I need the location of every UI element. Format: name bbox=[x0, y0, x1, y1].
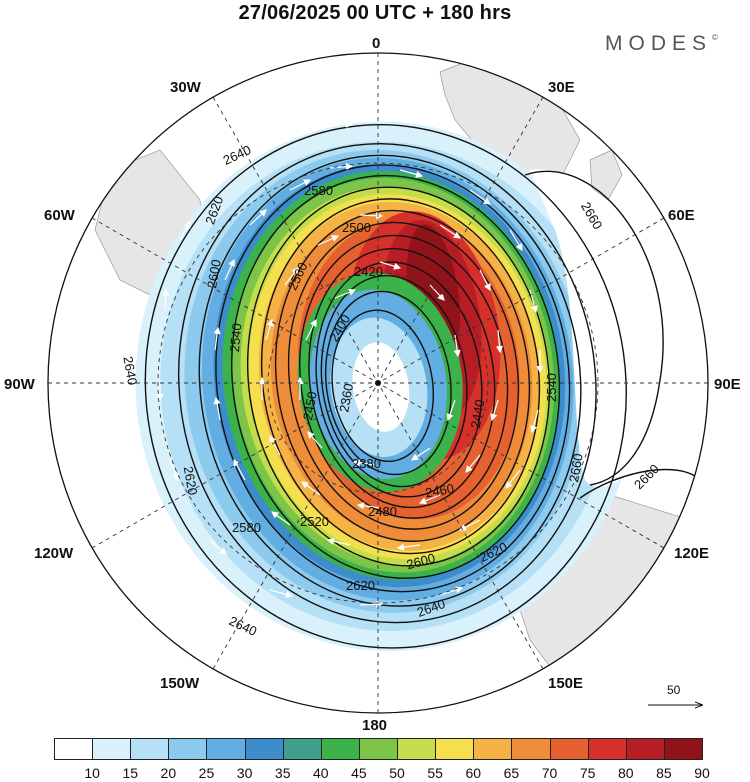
colorbar-tick-label: 65 bbox=[503, 765, 520, 781]
height-contours bbox=[144, 124, 627, 649]
colorbar-swatch bbox=[244, 738, 283, 760]
lon-label-180: 180 bbox=[362, 717, 387, 734]
contour-label: 2450 bbox=[300, 390, 320, 421]
lon-label-30e: 30E bbox=[548, 79, 575, 96]
madagascar-landmass bbox=[589, 149, 623, 201]
contour-label: 2600 bbox=[405, 550, 437, 572]
lon-label-90e: 90E bbox=[714, 376, 741, 393]
colorbar-swatch bbox=[320, 738, 359, 760]
colorbar-swatch bbox=[587, 738, 626, 760]
map-boundary bbox=[47, 52, 709, 714]
lon-label-90w: 90W bbox=[4, 376, 36, 393]
map-title: 27/06/2025 00 UTC + 180 hrs bbox=[238, 2, 512, 24]
lon-label-120w: 120W bbox=[34, 545, 74, 562]
contour-label: 2660 bbox=[566, 452, 586, 483]
contour-label: 2360 bbox=[336, 382, 356, 413]
contour-label: 2500 bbox=[342, 220, 371, 235]
brand-name: MODES bbox=[605, 32, 713, 55]
contour-2660-south bbox=[579, 468, 701, 499]
colorbar-tick-label: 35 bbox=[274, 765, 291, 781]
colorbar-tick-label: 55 bbox=[427, 765, 443, 781]
colorbar-swatch bbox=[168, 738, 207, 760]
colorbar-swatch bbox=[435, 738, 474, 760]
map-disc: 2640 2620 2600 2580 2560 2540 2500 2480 … bbox=[48, 53, 708, 713]
colorbar-swatch bbox=[130, 738, 169, 760]
colorbar-tick-label: 70 bbox=[541, 765, 558, 781]
contour-label: 2640 bbox=[120, 355, 140, 386]
contour-label: 2620 bbox=[181, 465, 201, 496]
contour-label: 2540 bbox=[544, 373, 559, 402]
brand-logo: MODES© bbox=[605, 32, 718, 56]
colorbar-swatch bbox=[282, 738, 321, 760]
colorbar-swatch bbox=[511, 738, 550, 760]
lon-label-0: 0 bbox=[372, 35, 380, 52]
colorbar-swatch bbox=[206, 738, 245, 760]
colorbar-tick-label: 15 bbox=[122, 765, 139, 781]
colorbar-tick-label: 75 bbox=[579, 765, 596, 781]
wind-vectors bbox=[116, 120, 544, 608]
contour-label: 2440 bbox=[468, 398, 488, 429]
colorbar-tick-label: 25 bbox=[198, 765, 215, 781]
south-pole-marker bbox=[375, 380, 381, 386]
contour-label: 2520 bbox=[300, 514, 329, 529]
copyright-mark: © bbox=[712, 33, 718, 42]
longitude-labels: 0 30E 60E 90E 120E 150E 180 150W 120W 90… bbox=[4, 35, 741, 734]
contour-label: 2580 bbox=[304, 183, 333, 198]
contour-label: 2420 bbox=[354, 264, 383, 279]
colorbar-tick-label: 20 bbox=[160, 765, 177, 781]
colorbar-tick-label: 10 bbox=[84, 765, 100, 781]
colorbar-swatch bbox=[358, 738, 398, 760]
colorbar-swatch bbox=[397, 738, 436, 760]
contour-label: 2380 bbox=[352, 456, 381, 471]
lon-label-150w: 150W bbox=[160, 675, 200, 692]
colorbar-swatch bbox=[473, 738, 512, 760]
contour-label: 2540 bbox=[227, 323, 244, 353]
colorbar-tick-label: 85 bbox=[656, 765, 672, 781]
contour-label: 2480 bbox=[368, 504, 397, 519]
lon-label-150e: 150E bbox=[548, 675, 583, 692]
lon-label-60w: 60W bbox=[44, 207, 76, 224]
colorbar-swatch bbox=[549, 738, 588, 760]
colorbar-swatch bbox=[663, 738, 703, 760]
contour-2660-east bbox=[524, 170, 664, 486]
colorbar-swatch bbox=[92, 738, 131, 760]
colorbar-tick-label: 30 bbox=[236, 765, 253, 781]
contour-label: 2600 bbox=[204, 258, 224, 289]
colorbar-tick-label: 45 bbox=[351, 765, 367, 781]
colorbar-swatch bbox=[54, 738, 93, 760]
colorbar-swatch bbox=[625, 738, 664, 760]
colorbar-tick-label: 40 bbox=[313, 765, 329, 781]
lon-label-120e: 120E bbox=[674, 545, 709, 562]
contour-label: 2620 bbox=[346, 578, 375, 593]
contour-label: 2460 bbox=[424, 481, 455, 501]
calm-region bbox=[530, 169, 661, 488]
colorbar-tick-label: 60 bbox=[465, 765, 482, 781]
colorbar-tick-label: 50 bbox=[389, 765, 405, 781]
lon-label-60e: 60E bbox=[668, 207, 695, 224]
colorbar-tick-label: 80 bbox=[617, 765, 634, 781]
contour-label: 2580 bbox=[232, 520, 261, 535]
colorbar-tick-label: 90 bbox=[694, 765, 710, 781]
lon-label-30w: 30W bbox=[170, 79, 202, 96]
colorbar bbox=[54, 738, 703, 760]
reference-vector-label: 50 bbox=[667, 683, 681, 697]
